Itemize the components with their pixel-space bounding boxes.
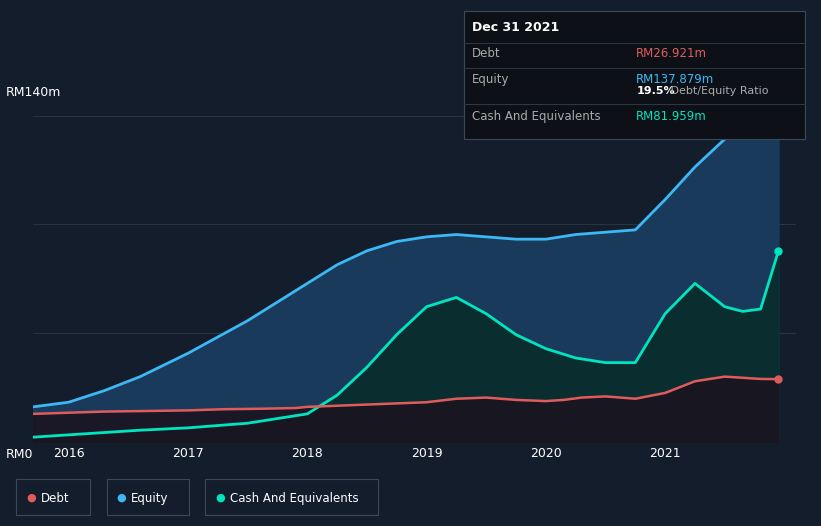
Text: RM137.879m: RM137.879m bbox=[636, 73, 714, 86]
Text: 19.5%: 19.5% bbox=[636, 86, 675, 96]
Text: Debt: Debt bbox=[41, 492, 70, 504]
Text: RM26.921m: RM26.921m bbox=[636, 47, 707, 60]
Text: Cash And Equivalents: Cash And Equivalents bbox=[230, 492, 359, 504]
Text: Equity: Equity bbox=[131, 492, 169, 504]
Text: Debt/Equity Ratio: Debt/Equity Ratio bbox=[667, 86, 768, 96]
Text: RM140m: RM140m bbox=[6, 86, 62, 99]
Text: Cash And Equivalents: Cash And Equivalents bbox=[472, 110, 601, 123]
Text: Debt: Debt bbox=[472, 47, 501, 60]
Text: ●: ● bbox=[215, 493, 225, 503]
Text: ●: ● bbox=[26, 493, 36, 503]
Text: RM81.959m: RM81.959m bbox=[636, 110, 707, 123]
Text: Equity: Equity bbox=[472, 73, 510, 86]
Text: Dec 31 2021: Dec 31 2021 bbox=[472, 21, 559, 34]
Text: RM0: RM0 bbox=[6, 448, 34, 461]
Text: ●: ● bbox=[117, 493, 126, 503]
